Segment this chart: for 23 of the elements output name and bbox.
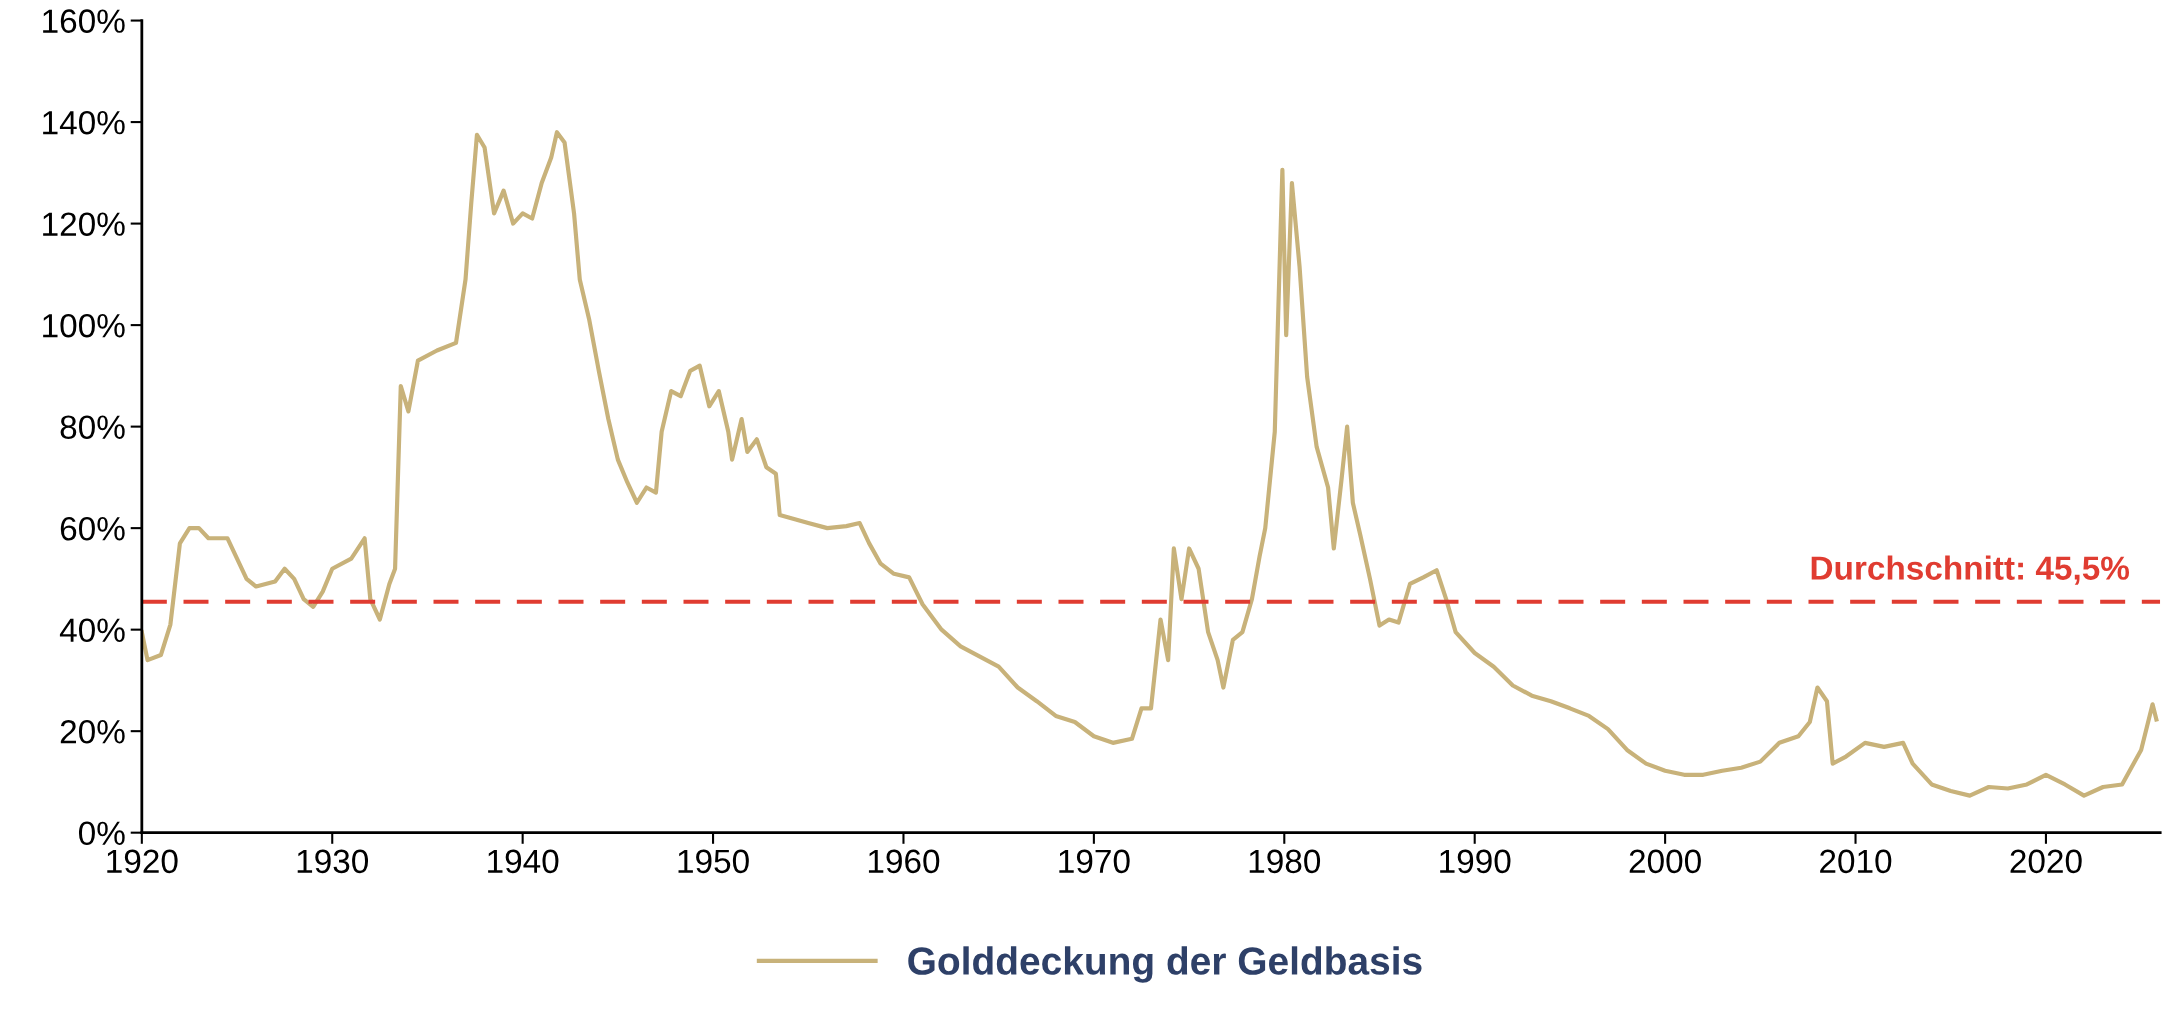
x-tick-label: 1970 [1059, 849, 1130, 874]
x-tick-label: 2020 [2010, 849, 2082, 874]
x-tick-label: 1920 [107, 849, 178, 874]
x-tick-label: 1930 [297, 849, 369, 874]
legend-label: Golddeckung der Geldbasis [908, 946, 1422, 983]
y-tick-label: 160% [43, 9, 125, 33]
x-tick-label: 1960 [868, 849, 940, 874]
line-series [141, 130, 2159, 798]
x-tick-label: 1980 [1249, 849, 1321, 874]
y-tick-label: 140% [43, 110, 125, 135]
y-tick-label: 80% [60, 415, 125, 440]
y-tick-label: 0% [78, 821, 125, 846]
x-tick-label: 2010 [1820, 849, 1892, 874]
x-tick-label: 1990 [1440, 849, 1511, 874]
y-tick-label: 100% [43, 313, 125, 338]
x-tick-label: 2000 [1629, 849, 1701, 874]
x-tick-label: 1940 [488, 849, 559, 874]
y-tick-label: 120% [43, 212, 125, 236]
y-tick-label: 40% [59, 618, 125, 643]
ref-line-label: Durchschnitt: 45,5% [1811, 555, 2130, 585]
y-tick-label: 60% [60, 516, 125, 541]
y-tick-label: 20% [60, 719, 125, 744]
x-tick-label: 1950 [678, 849, 749, 874]
